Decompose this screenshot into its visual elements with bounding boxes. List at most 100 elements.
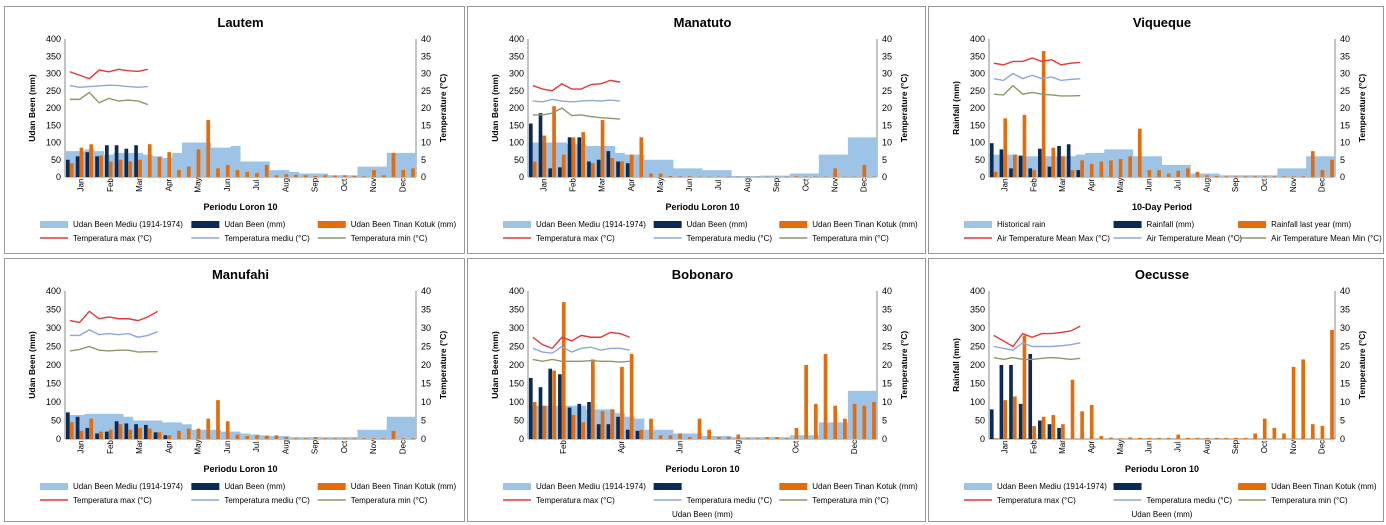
y2-tick-label: 20 [882,360,892,370]
chart-title: Viqueque [1133,15,1191,30]
y2-tick-label: 5 [882,155,887,165]
legend-label-tmin: Temperatura min (°C) [812,496,889,505]
current-rain-bar [596,159,601,177]
last-year-rain-bar [1166,173,1171,177]
temp-mean-line [69,329,158,338]
current-rain-bar [989,143,994,177]
x-tick-label: Jun [223,441,232,454]
legend-label-current: Udan Been (mm) [224,220,285,229]
x-tick-label: Apr [164,178,173,191]
last-year-rain-bar [177,430,181,439]
y-tick-label: 300 [970,69,985,79]
last-year-rain-bar [216,168,220,177]
last-year-rain-bar [274,435,279,439]
x-tick-label: Nov [369,178,378,192]
historical-rain-area [65,142,416,177]
current-rain-bar [558,374,562,439]
last-year-rain-bar [1137,128,1142,177]
last-year-rain-bar [1051,147,1056,177]
last-year-rain-bar [245,171,250,177]
current-rain-bar [114,421,119,439]
last-year-rain-bar [1032,170,1036,177]
legend-swatch-current [1113,221,1142,228]
last-year-rain-bar [186,166,191,177]
historical-rain-area [528,390,877,439]
last-year-rain-bar [128,161,133,177]
y2-tick-label: 15 [421,120,431,130]
chart-svg: Viqueque 0 50 100 150 200 250 300 350 400 0 5 10 15 20… [951,15,1382,243]
last-year-rain-bar [658,435,663,439]
last-year-rain-bar [1061,424,1065,439]
y-tick-label: 350 [509,305,524,315]
last-year-rain-bar [1310,151,1315,177]
last-year-rain-bar [303,175,308,177]
last-year-rain-bar [1022,335,1027,439]
last-year-rain-bar [186,428,191,439]
last-year-rain-bar [1080,160,1084,177]
last-year-rain-bar [600,411,605,439]
current-rain-bar [548,368,553,439]
last-year-rain-bar [381,438,386,439]
y2-tick-label: 35 [882,305,892,315]
x-tick-label: Aug [281,178,290,192]
y2-tick-label: 0 [1340,434,1345,444]
last-year-rain-bar [225,421,230,439]
y-axis-title: Udan Been (mm) [490,74,500,142]
last-year-rain-bar [303,438,308,439]
last-year-rain-bar [649,173,653,177]
last-year-rain-bar [1013,396,1017,439]
x-tick-label: Dec [859,178,868,192]
y-tick-label: 100 [509,138,524,148]
last-year-rain-bar [1118,159,1123,177]
legend-label-tmin: Air Temperature Mean Min (°C) [1271,234,1382,243]
last-year-rain-bar [823,353,828,439]
current-rain-bar [1047,166,1052,177]
y-tick-label: 300 [509,69,524,79]
y2-tick-label: 10 [882,397,892,407]
x-tick-label: May [1116,177,1125,192]
current-rain-bar [95,433,99,439]
current-rain-bar [134,145,138,177]
last-year-rain-bar [108,161,113,177]
x-tick-label: May [194,439,203,454]
last-year-rain-bar [1243,437,1248,439]
x-tick-label: Feb [569,178,578,192]
last-year-rain-bar [862,164,867,177]
legend-swatch-last-year [779,221,808,228]
current-rain-bar [989,409,994,439]
last-year-rain-bar [1253,433,1257,439]
y-tick-label: 250 [46,86,61,96]
x-tick-label: Jul [1173,180,1182,190]
x-tick-label: May [1116,439,1125,454]
last-year-rain-bar [196,149,201,177]
last-year-rain-bar [1320,170,1325,177]
last-year-rain-bar [1099,161,1104,177]
last-year-rain-bar [89,418,94,439]
x-tick-label: Mar [1058,178,1067,192]
x-tick-label: Jan [1000,179,1009,192]
x-tick-label: Nov [1289,178,1298,192]
last-year-rain-bar [1147,170,1152,177]
last-year-rain-bar [610,158,615,177]
last-year-rain-bar [1234,176,1238,177]
legend-swatch-current [191,221,220,228]
y-tick-label: 0 [980,434,985,444]
current-rain-bar [635,430,640,439]
current-rain-bar [577,403,582,439]
last-year-rain-bar [813,403,818,439]
last-year-rain-bar [843,418,847,439]
last-year-rain-bar [678,176,682,177]
current-rain-bar [95,156,99,177]
last-year-rain-bar [1224,437,1229,439]
last-year-rain-bar [629,353,634,439]
y-axis-title: Rainfall (mm) [951,338,961,392]
y-tick-label: 150 [509,379,524,389]
historical-rain-area [989,149,1335,177]
last-year-rain-bar [765,437,770,439]
last-year-rain-bar [649,418,653,439]
y-tick-label: 150 [970,379,985,389]
temp-mean-line [532,98,621,103]
y2-tick-label: 10 [421,138,431,148]
x-tick-label: Nov [1289,440,1298,454]
current-rain-bar [999,365,1004,439]
